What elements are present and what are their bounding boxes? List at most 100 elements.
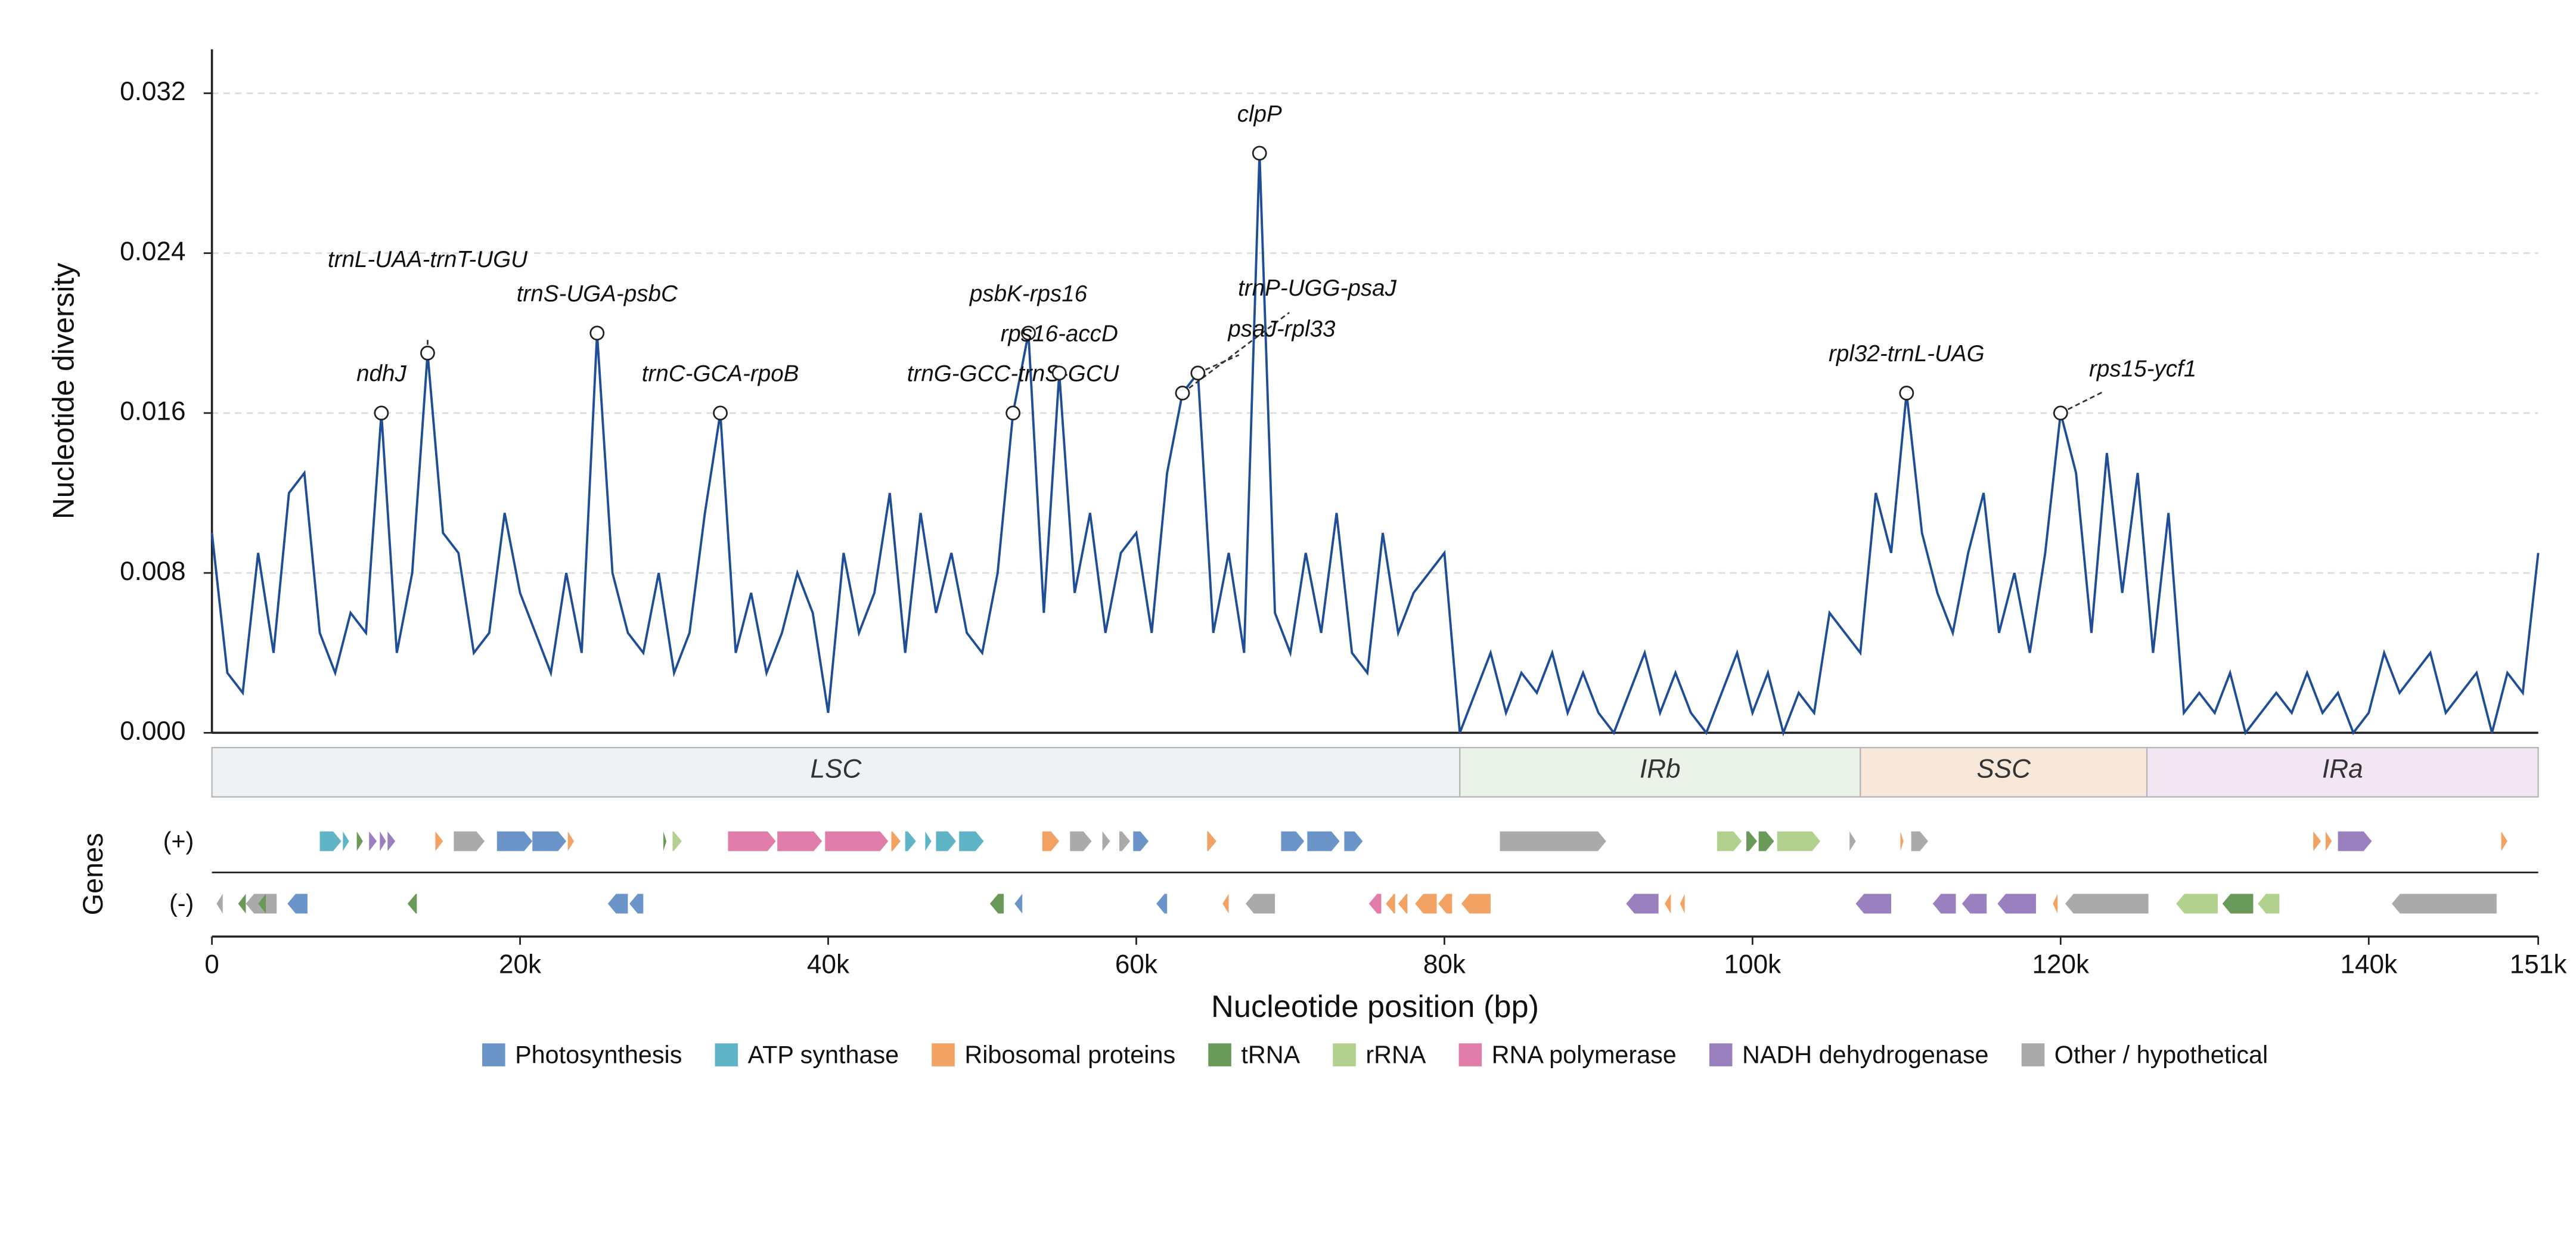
gene — [1438, 894, 1453, 914]
gene — [1070, 831, 1092, 851]
gene — [1717, 831, 1742, 851]
gene — [387, 831, 396, 851]
diversity-line — [210, 153, 2540, 737]
gene — [319, 831, 342, 851]
annotation-label: clpP — [1237, 101, 1282, 127]
gene — [1626, 894, 1659, 914]
gene — [663, 831, 667, 851]
annotation-point — [589, 325, 605, 341]
gene — [629, 894, 644, 914]
gene — [1307, 831, 1340, 851]
gene — [2258, 894, 2280, 914]
x-tick-label: 80k — [1423, 950, 1466, 979]
x-tick-label: 40k — [807, 950, 850, 979]
legend-swatch — [932, 1043, 955, 1066]
gene — [2053, 894, 2058, 914]
annotation-point — [1252, 145, 1267, 161]
gene — [1900, 831, 1904, 851]
gene — [1398, 894, 1408, 914]
x-axis-label: Nucleotide position (bp) — [1211, 990, 1539, 1024]
annotation-point — [374, 405, 389, 421]
x-tick-label: 20k — [499, 950, 542, 979]
x-tick-label: 60k — [1115, 950, 1158, 979]
gene — [1758, 831, 1774, 851]
gene — [258, 894, 266, 914]
gene — [728, 831, 776, 851]
annotation-point — [713, 405, 728, 421]
gene — [959, 831, 984, 851]
x-tick-label: 100k — [1724, 950, 1782, 979]
legend-label: tRNA — [1241, 1041, 1300, 1068]
legend-swatch — [715, 1043, 738, 1066]
legend-label: Ribosomal proteins — [964, 1041, 1175, 1068]
y-axis-label: Nucleotide diversity — [46, 263, 80, 519]
gene — [1777, 831, 1821, 851]
gene — [2325, 831, 2332, 851]
y-tick-label: 0.016 — [120, 397, 185, 426]
gene — [2222, 894, 2254, 914]
annotation-label: rps15-ycf1 — [2089, 356, 2196, 382]
legend-label: NADH dehydrogenase — [1742, 1041, 1989, 1068]
x-tick-label: 151k — [2510, 950, 2568, 979]
gene — [369, 831, 377, 851]
leader-line — [1182, 312, 1290, 394]
annotation-label: psaJ-rpl33 — [1227, 316, 1336, 342]
gene — [407, 894, 417, 914]
gene — [607, 894, 628, 914]
legend-label: ATP synthase — [748, 1041, 899, 1068]
legend-swatch — [1208, 1043, 1231, 1066]
annotation-point — [1899, 385, 1914, 401]
gene — [1368, 894, 1382, 914]
gene — [496, 831, 533, 851]
gene — [1997, 894, 2036, 914]
gene — [936, 831, 957, 851]
region-label: SSC — [1976, 754, 2031, 783]
gene — [1415, 894, 1437, 914]
gene — [567, 831, 575, 851]
track-label: (-) — [169, 890, 194, 917]
gene — [2313, 831, 2321, 851]
y-tick-label: 0.000 — [120, 717, 185, 746]
gene — [1849, 831, 1856, 851]
gene — [2338, 831, 2372, 851]
annotation-point — [1190, 365, 1206, 381]
gene — [1042, 831, 1060, 851]
annotation-point — [2053, 405, 2068, 421]
y-tick-label: 0.032 — [120, 77, 185, 106]
annotation-label: trnG-GCC-trnS-GCU — [907, 361, 1120, 387]
leader-line — [1197, 354, 1240, 374]
gene — [356, 831, 363, 851]
gene — [1245, 894, 1275, 914]
gene — [435, 831, 443, 851]
gene — [1911, 831, 1929, 851]
legend-swatch — [1458, 1043, 1482, 1066]
gene — [380, 831, 386, 851]
gene — [287, 894, 308, 914]
gene — [216, 894, 223, 914]
gene — [1932, 894, 1956, 914]
gene — [1156, 894, 1168, 914]
region — [1860, 747, 2148, 798]
annotation-label: trnP-UGG-psaJ — [1238, 275, 1397, 301]
gene — [1386, 894, 1395, 914]
x-tick-label: 140k — [2340, 950, 2398, 979]
legend-label: RNA polymerase — [1492, 1041, 1677, 1068]
legend-label: Photosynthesis — [515, 1041, 682, 1068]
legend-label: Other / hypothetical — [2054, 1041, 2268, 1068]
legend-swatch — [1333, 1043, 1356, 1066]
annotation-label: rpl32-trnL-UAG — [1829, 341, 1985, 367]
gene — [905, 831, 916, 851]
annotation-point — [1005, 405, 1021, 421]
gene — [1222, 894, 1229, 914]
gene — [1680, 894, 1685, 914]
region-label: IRb — [1640, 754, 1681, 783]
annotation-label: trnS-UGA-psbC — [517, 281, 678, 307]
legend-swatch — [482, 1043, 505, 1066]
region — [211, 747, 1461, 798]
gene — [343, 831, 349, 851]
gene — [1281, 831, 1305, 851]
legend-label: rRNA — [1365, 1041, 1426, 1068]
gene — [1102, 831, 1110, 851]
